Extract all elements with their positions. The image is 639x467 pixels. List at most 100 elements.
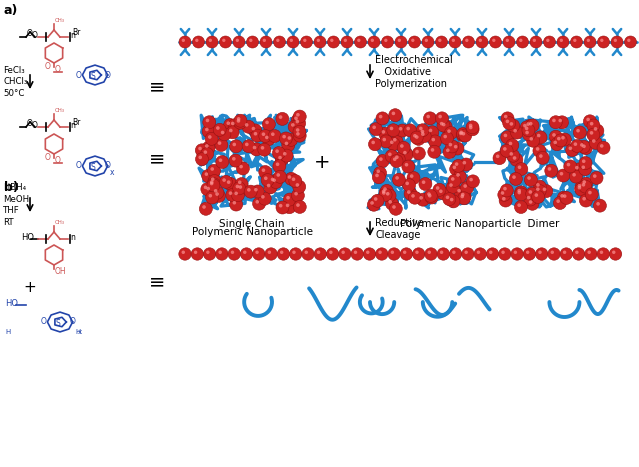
Circle shape: [249, 39, 252, 42]
Circle shape: [261, 146, 265, 149]
Circle shape: [444, 127, 458, 140]
Circle shape: [254, 188, 258, 191]
Text: n: n: [70, 31, 75, 40]
Circle shape: [600, 144, 604, 148]
Circle shape: [589, 136, 602, 149]
Circle shape: [509, 142, 512, 145]
Circle shape: [581, 183, 585, 187]
Circle shape: [238, 185, 242, 189]
Circle shape: [587, 119, 600, 132]
Circle shape: [371, 141, 375, 144]
Circle shape: [196, 144, 208, 157]
Circle shape: [282, 135, 286, 138]
Circle shape: [404, 187, 417, 200]
Circle shape: [436, 36, 447, 48]
Circle shape: [452, 250, 456, 254]
Circle shape: [526, 250, 529, 254]
Circle shape: [458, 190, 471, 203]
Circle shape: [205, 127, 209, 131]
Circle shape: [400, 148, 413, 161]
Circle shape: [224, 177, 237, 191]
Circle shape: [276, 163, 279, 166]
Circle shape: [525, 173, 537, 186]
Circle shape: [375, 174, 379, 177]
Circle shape: [381, 36, 394, 48]
Circle shape: [426, 115, 430, 118]
Circle shape: [429, 128, 433, 132]
Circle shape: [463, 161, 466, 164]
Circle shape: [286, 204, 289, 207]
Circle shape: [597, 248, 610, 260]
Circle shape: [207, 177, 220, 191]
Circle shape: [479, 39, 482, 42]
Circle shape: [535, 147, 539, 151]
Circle shape: [210, 167, 214, 171]
Circle shape: [215, 192, 219, 196]
Circle shape: [612, 250, 615, 254]
Circle shape: [573, 39, 576, 42]
Circle shape: [277, 248, 289, 260]
Circle shape: [210, 182, 213, 185]
Circle shape: [440, 132, 454, 145]
Circle shape: [535, 248, 548, 260]
Circle shape: [406, 127, 410, 130]
Circle shape: [224, 119, 236, 132]
Circle shape: [403, 250, 406, 254]
Circle shape: [522, 124, 535, 137]
Circle shape: [339, 248, 351, 260]
Circle shape: [392, 112, 396, 115]
Circle shape: [504, 134, 507, 137]
Circle shape: [501, 112, 514, 125]
Circle shape: [250, 129, 264, 142]
Circle shape: [382, 190, 385, 193]
Text: Polymeric Nanoparticle: Polymeric Nanoparticle: [192, 227, 312, 237]
Circle shape: [208, 135, 212, 139]
Circle shape: [503, 187, 507, 191]
Circle shape: [247, 188, 250, 191]
Circle shape: [419, 177, 432, 191]
Circle shape: [573, 248, 585, 260]
Circle shape: [425, 39, 428, 42]
Circle shape: [283, 201, 296, 214]
Circle shape: [523, 120, 536, 133]
Circle shape: [449, 184, 453, 187]
Circle shape: [226, 189, 239, 201]
Circle shape: [550, 130, 562, 143]
Circle shape: [412, 132, 425, 145]
Circle shape: [235, 191, 238, 195]
Circle shape: [208, 175, 221, 188]
Circle shape: [265, 135, 268, 139]
Circle shape: [585, 188, 598, 201]
Circle shape: [525, 131, 529, 134]
Circle shape: [252, 197, 266, 210]
Circle shape: [459, 132, 463, 135]
Circle shape: [588, 191, 592, 194]
Circle shape: [367, 198, 380, 211]
Circle shape: [384, 39, 387, 42]
Circle shape: [437, 119, 450, 132]
Circle shape: [231, 189, 245, 202]
Circle shape: [236, 184, 239, 188]
Text: O: O: [55, 65, 61, 74]
Circle shape: [205, 144, 208, 148]
Circle shape: [413, 134, 417, 138]
Circle shape: [283, 193, 296, 206]
Circle shape: [442, 123, 445, 127]
Circle shape: [466, 123, 479, 136]
Circle shape: [436, 187, 449, 199]
Circle shape: [518, 165, 521, 169]
Circle shape: [575, 181, 588, 194]
Circle shape: [252, 248, 265, 260]
Circle shape: [569, 147, 572, 150]
Circle shape: [264, 181, 277, 194]
Circle shape: [532, 191, 544, 204]
Circle shape: [226, 126, 239, 139]
Circle shape: [236, 39, 239, 42]
Circle shape: [419, 127, 422, 130]
Text: +: +: [24, 280, 36, 295]
Circle shape: [279, 204, 282, 207]
Circle shape: [560, 194, 564, 198]
Circle shape: [411, 39, 415, 42]
Circle shape: [500, 144, 513, 157]
Circle shape: [530, 36, 542, 48]
